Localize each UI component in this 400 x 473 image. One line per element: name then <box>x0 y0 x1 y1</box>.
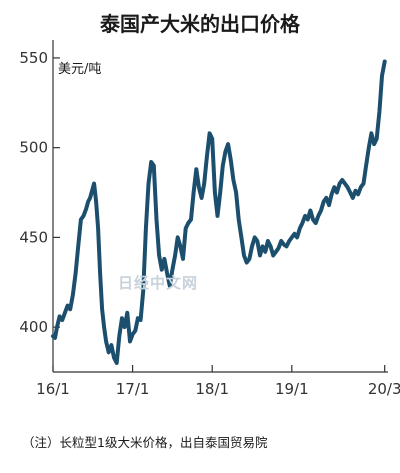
y-tick-label: 550 <box>19 49 48 67</box>
watermark-text: 日经中文网 <box>118 274 199 292</box>
y-axis-ticks: 400 450 500 550 <box>19 49 60 336</box>
x-tick-label: 16/1 <box>36 380 70 398</box>
axes <box>52 40 388 373</box>
series-line <box>51 59 387 365</box>
y-tick-label: 450 <box>19 228 48 246</box>
x-axis-ticks: 16/1 17/1 18/1 19/1 20/3 <box>36 365 400 398</box>
chart-title: 泰国产大米的出口价格 <box>100 12 300 36</box>
x-tick-label: 19/1 <box>275 380 309 398</box>
y-tick-label: 400 <box>19 318 48 336</box>
unit-label: 美元/吨 <box>58 62 102 77</box>
footnote: （注）长粒型1级大米价格，出自泰国贸易院 <box>22 435 268 450</box>
y-tick-label: 500 <box>19 139 48 157</box>
x-tick-label: 17/1 <box>116 380 150 398</box>
x-tick-label: 18/1 <box>195 380 229 398</box>
x-tick-label: 20/3 <box>368 380 400 398</box>
